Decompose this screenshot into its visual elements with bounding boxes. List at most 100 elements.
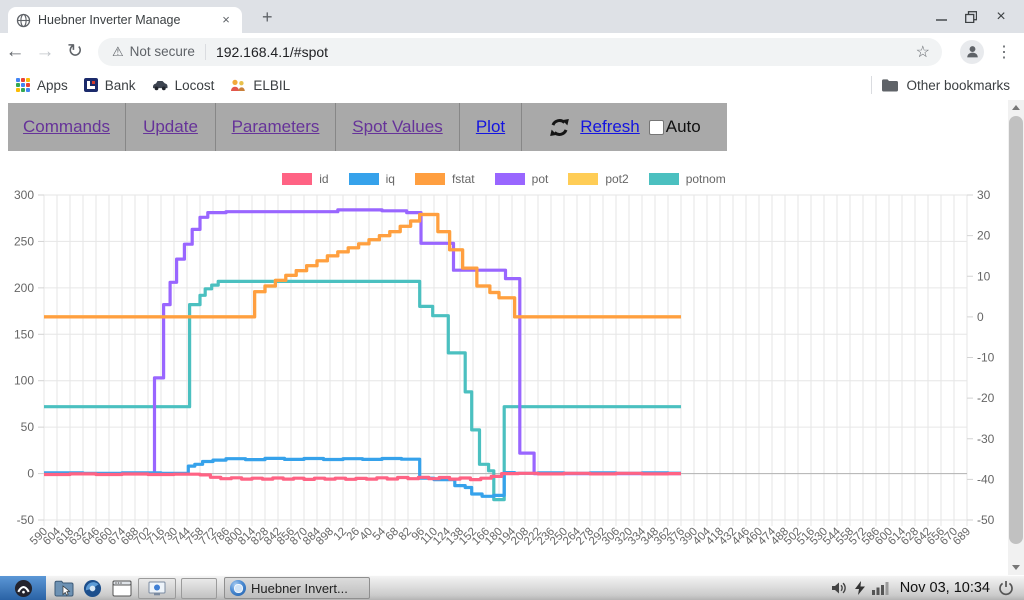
scroll-up-arrow[interactable]	[1008, 100, 1024, 115]
shutdown-icon[interactable]	[998, 580, 1014, 596]
apps-grid-icon	[16, 78, 30, 92]
svg-text:-20: -20	[977, 391, 995, 405]
bookmark-locost[interactable]: Locost	[152, 78, 214, 93]
taskbar-clock[interactable]: Nov 03, 10:34	[899, 580, 990, 596]
spot-values-chart: 5906046186326466606746887027167307447587…	[14, 188, 995, 548]
nav-link-update[interactable]: Update	[143, 117, 198, 136]
nav-cell-commands: Commands	[8, 103, 126, 151]
auto-checkbox-label: Auto	[665, 117, 701, 136]
minimize-button[interactable]	[926, 11, 956, 22]
bookmark-apps[interactable]: Apps	[16, 78, 68, 93]
refresh-icon[interactable]	[548, 116, 571, 139]
scrollbar-thumb[interactable]	[1009, 116, 1023, 544]
system-tray: Nov 03, 10:34	[824, 580, 1018, 596]
legend-swatch-fstat	[414, 173, 445, 185]
taskbar: Huebner Invert... Nov 03, 10:34	[0, 575, 1024, 600]
legend-label: iq	[385, 172, 395, 186]
file-manager-launcher[interactable]	[52, 578, 75, 599]
not-secure-label: Not secure	[129, 44, 195, 59]
bookmark-star-icon[interactable]: ☆	[915, 43, 930, 61]
bookmarks-bar: Apps Bank Locost ELBIL Other bookmarks	[0, 70, 1024, 101]
legend-item-pot[interactable]: pot	[494, 172, 549, 186]
profile-avatar[interactable]	[960, 39, 984, 64]
taskbar-window-button[interactable]: Huebner Invert...	[224, 577, 370, 599]
scroll-down-arrow[interactable]	[1008, 560, 1024, 575]
svg-text:30: 30	[977, 188, 991, 202]
refresh-link[interactable]: Refresh	[580, 117, 640, 136]
legend-swatch-id	[282, 173, 313, 185]
svg-text:200: 200	[14, 281, 34, 295]
nav-cell-update: Update	[126, 103, 216, 151]
svg-text:10: 10	[977, 269, 991, 283]
nav-link-plot[interactable]: Plot	[475, 117, 506, 136]
tab-title: Huebner Inverter Manage	[38, 13, 181, 27]
globe-favicon-icon	[16, 13, 31, 28]
url-text[interactable]: 192.168.4.1/#spot	[215, 43, 329, 60]
auto-checkbox[interactable]	[648, 119, 664, 135]
legend-swatch-pot2	[568, 173, 599, 185]
start-logo-icon	[14, 579, 32, 597]
back-button[interactable]: ←	[5, 40, 25, 62]
legend-label: potnom	[685, 172, 726, 186]
folder-icon	[882, 78, 899, 92]
volume-icon[interactable]	[831, 581, 848, 595]
legend-label: fstat	[451, 172, 475, 186]
reload-button[interactable]: ↻	[67, 40, 83, 62]
start-menu-button[interactable]	[0, 576, 46, 600]
svg-text:-50: -50	[17, 513, 35, 527]
bookmarks-divider	[871, 76, 873, 94]
svg-text:-30: -30	[977, 432, 995, 446]
page-nav-bar: Commands Update Parameters Spot Values P…	[8, 103, 727, 151]
terminal-launcher[interactable]	[110, 578, 133, 599]
nav-cell-spot-values: Spot Values	[336, 103, 460, 151]
restore-button[interactable]	[956, 10, 986, 23]
page-scrollbar[interactable]	[1008, 100, 1024, 575]
screenshot-tool-button[interactable]	[138, 577, 176, 599]
legend-swatch-iq	[348, 173, 379, 185]
legend-item-pot2[interactable]: pot2	[568, 172, 629, 186]
legend-item-potnom[interactable]: potnom	[648, 172, 726, 186]
browser-launcher[interactable]	[81, 578, 104, 599]
nav-link-spot-values[interactable]: Spot Values	[352, 117, 443, 136]
legend-label: pot	[531, 172, 549, 186]
address-bar[interactable]: ⚠ Not secure 192.168.4.1/#spot ☆	[98, 37, 942, 66]
legend-swatch-pot	[494, 173, 525, 185]
taskbar-window-label: Huebner Invert...	[251, 580, 348, 596]
legend-item-id[interactable]: id	[282, 172, 329, 186]
bookmark-elbil[interactable]: ELBIL	[230, 78, 290, 93]
legend-item-fstat[interactable]: fstat	[414, 172, 475, 186]
legend-item-iq[interactable]: iq	[348, 172, 395, 186]
legend-swatch-potnom	[648, 173, 679, 185]
other-bookmarks-label: Other bookmarks	[906, 77, 1010, 93]
chromium-icon	[230, 580, 246, 596]
nav-cell-parameters: Parameters	[216, 103, 336, 151]
svg-text:50: 50	[21, 420, 35, 434]
page-content: Commands Update Parameters Spot Values P…	[0, 100, 1024, 575]
browser-tab[interactable]: Huebner Inverter Manage ×	[8, 7, 242, 33]
nav-link-commands[interactable]: Commands	[23, 117, 110, 136]
tab-close-icon[interactable]: ×	[222, 12, 230, 27]
svg-text:-40: -40	[977, 472, 995, 486]
browser-menu-icon[interactable]: ⋮	[996, 43, 1012, 61]
bookmark-bank[interactable]: Bank	[83, 78, 136, 93]
new-tab-button[interactable]: +	[262, 7, 273, 27]
omnibox-divider	[204, 43, 206, 60]
monitor-icon	[148, 581, 166, 595]
folder-cursor-icon	[54, 580, 73, 596]
blue-orb-icon	[83, 579, 102, 597]
legend-label: id	[319, 172, 329, 186]
legend-label: pot2	[605, 172, 629, 186]
svg-text:0: 0	[27, 467, 34, 481]
power-status-icon[interactable]	[854, 581, 865, 595]
svg-text:-10: -10	[977, 351, 995, 365]
chart-legend: id iq fstat pot pot2 potnom	[0, 172, 1008, 186]
window-icon	[112, 580, 131, 596]
other-bookmarks-button[interactable]: Other bookmarks	[882, 78, 1010, 93]
nav-link-parameters[interactable]: Parameters	[231, 117, 320, 136]
bookmark-label: ELBIL	[253, 77, 291, 93]
svg-text:100: 100	[14, 374, 34, 388]
network-signal-icon[interactable]	[871, 581, 890, 595]
close-window-button[interactable]: ×	[996, 7, 1006, 25]
pager-button[interactable]	[181, 577, 217, 599]
nav-cell-refresh: Refresh Auto	[522, 103, 727, 151]
